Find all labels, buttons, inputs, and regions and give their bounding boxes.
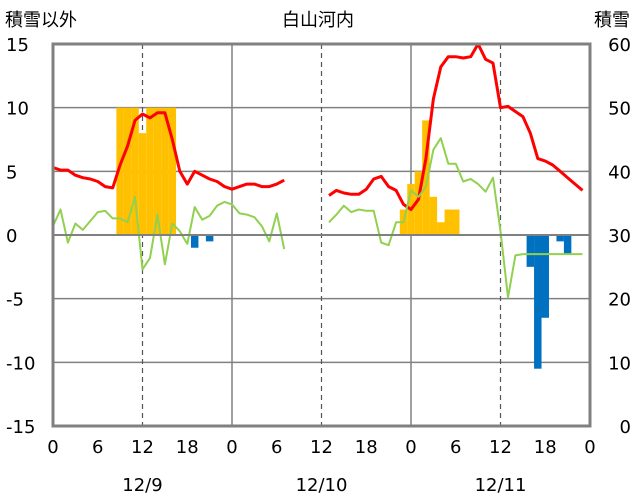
- x-tick-label: 18: [534, 437, 557, 458]
- bar: [444, 209, 453, 235]
- x-tick-label: 6: [450, 437, 461, 458]
- left-tick-label: 0: [6, 226, 17, 247]
- bar: [153, 107, 162, 235]
- bar: [414, 171, 423, 235]
- left-tick-label: -5: [6, 290, 24, 311]
- bar: [146, 107, 154, 235]
- date-labels: 12/9 12/10 12/11: [122, 475, 526, 496]
- bar: [452, 209, 460, 235]
- bar: [131, 107, 139, 235]
- x-tick-label: 12: [310, 437, 333, 458]
- x-tick-label: 0: [47, 437, 58, 458]
- bar: [205, 235, 214, 242]
- x-tick-label: 0: [226, 437, 237, 458]
- right-axis-title: 積雪: [594, 10, 630, 31]
- right-tick-label: 0: [620, 417, 631, 438]
- x-tick-label: 0: [405, 437, 416, 458]
- bar: [168, 107, 177, 235]
- x-tick-label: 6: [92, 437, 103, 458]
- x-tick-label: 12: [489, 437, 512, 458]
- bar: [429, 196, 438, 235]
- x-tick-label: 0: [584, 437, 595, 458]
- bar: [190, 235, 199, 248]
- left-tick-label: 5: [6, 162, 17, 183]
- x-tick-label: 12: [131, 437, 154, 458]
- x-tick-label: 6: [271, 437, 282, 458]
- right-tick-label: 40: [608, 162, 631, 183]
- left-tick-label: -15: [6, 417, 35, 438]
- date-label: 12/11: [475, 475, 527, 496]
- bar: [437, 222, 445, 235]
- x-tick-label: 18: [176, 437, 199, 458]
- bar: [422, 120, 430, 235]
- bar: [541, 235, 549, 318]
- right-tick-label: 50: [608, 99, 631, 120]
- series-line: [328, 137, 583, 299]
- right-tick-label: 10: [608, 353, 631, 374]
- x-tick-labels: 0 6 12 18 0 6 12 18 0 6 12 18 0: [47, 437, 595, 458]
- bar: [556, 235, 564, 242]
- series-line: [52, 195, 286, 271]
- right-tick-label: 60: [608, 35, 631, 56]
- bar: [161, 107, 169, 235]
- left-tick-label: 15: [6, 35, 29, 56]
- bar: [138, 133, 147, 235]
- right-tick-label: 20: [608, 290, 631, 311]
- bar: [116, 107, 124, 235]
- bar: [563, 235, 572, 255]
- right-tick-labels: 60 50 40 30 20 10 0: [608, 35, 631, 438]
- left-tick-label: 10: [6, 99, 29, 120]
- bar: [534, 235, 542, 369]
- left-tick-label: -10: [6, 353, 35, 374]
- chart-title: 白山河内: [282, 10, 354, 31]
- right-tick-label: 30: [608, 226, 631, 247]
- date-label: 12/10: [296, 475, 348, 496]
- plot-frame: [51, 42, 592, 428]
- x-tick-label: 18: [355, 437, 378, 458]
- series-line: [328, 42, 584, 211]
- bar: [123, 107, 132, 235]
- bar: [526, 235, 535, 267]
- series-line: [52, 111, 285, 191]
- left-axis-title: 積雪以外: [5, 10, 77, 31]
- date-label: 12/9: [122, 475, 162, 496]
- left-tick-labels: 15 10 5 0 -5 -10 -15: [6, 35, 35, 438]
